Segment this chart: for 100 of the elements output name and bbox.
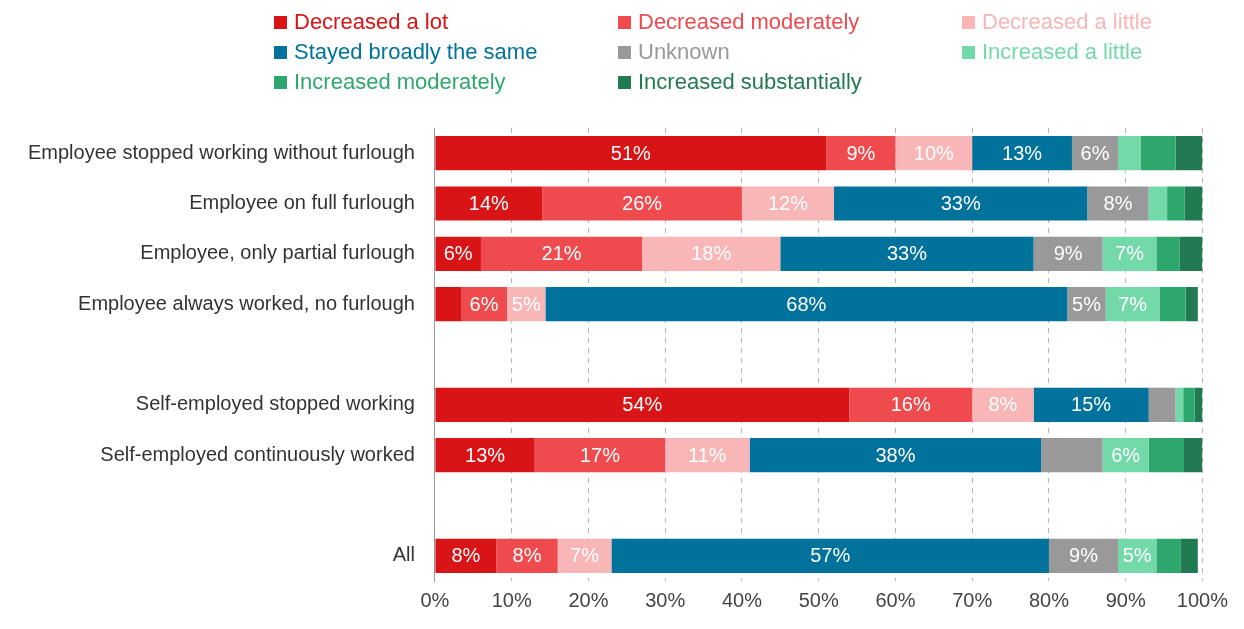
bar <box>1179 236 1203 271</box>
bar <box>834 186 1088 221</box>
data-label: 11% <box>688 443 727 466</box>
data-label: 26% <box>622 192 663 215</box>
x-tick-label: 0% <box>420 588 450 611</box>
legend-label: Decreased moderately <box>638 9 860 35</box>
bar <box>642 236 781 271</box>
x-tick-label: 50% <box>798 588 839 611</box>
bar <box>1087 186 1149 221</box>
data-label: 13% <box>1002 141 1043 164</box>
x-tick-label: 70% <box>952 588 993 611</box>
data-label: 16% <box>890 393 931 416</box>
data-label: 54% <box>622 393 663 416</box>
data-label: 7% <box>1115 242 1145 265</box>
bar <box>1180 538 1198 573</box>
bar <box>1185 287 1198 322</box>
data-label: 10% <box>913 141 955 164</box>
x-tick-label: 30% <box>645 588 686 611</box>
data-label: 17% <box>579 443 621 466</box>
bar <box>534 438 666 473</box>
bar <box>1184 438 1203 473</box>
y-tick-label: Employee on full furlough <box>189 191 415 214</box>
data-label: 12% <box>767 192 809 215</box>
bar <box>665 438 750 473</box>
bar <box>1167 186 1185 221</box>
bar <box>1148 186 1168 221</box>
data-label: 7% <box>1118 292 1148 315</box>
data-label: 38% <box>875 443 916 466</box>
bar <box>611 538 1049 573</box>
legend-label: Decreased a little <box>982 9 1152 35</box>
bar <box>749 438 1042 473</box>
bar <box>545 287 1068 322</box>
y-tick-label: Self-employed stopped working <box>135 392 415 415</box>
bar <box>1118 136 1142 171</box>
data-label: 51% <box>610 141 652 164</box>
bar <box>780 236 1034 271</box>
data-label: 33% <box>940 192 981 215</box>
data-label: 5% <box>511 292 541 315</box>
data-label: 18% <box>691 242 732 265</box>
data-label: 15% <box>1071 393 1112 416</box>
bar <box>1141 136 1176 171</box>
y-tick-label: Self-employed continuously worked <box>100 442 415 465</box>
bar <box>1148 387 1176 422</box>
legend-label: Stayed broadly the same <box>294 39 538 65</box>
data-label: 21% <box>541 242 582 265</box>
bar <box>435 438 535 473</box>
data-label: 5% <box>1122 544 1152 567</box>
bar <box>1159 287 1186 322</box>
data-label: 6% <box>443 242 473 265</box>
legend-label: Increased a little <box>982 39 1143 65</box>
x-tick-label: 10% <box>491 588 532 611</box>
legend-label: Unknown <box>638 39 730 65</box>
bar <box>480 236 643 271</box>
data-label: 7% <box>570 544 600 567</box>
bar <box>1175 136 1203 171</box>
bar <box>435 287 461 322</box>
data-label: 8% <box>451 544 481 567</box>
y-tick-label: Employee always worked, no furlough <box>78 291 415 314</box>
x-tick-label: 90% <box>1105 588 1146 611</box>
bar <box>1156 538 1181 573</box>
y-tick-label: Employee stopped working without furlough <box>27 140 415 163</box>
x-tick-label: 100% <box>1176 588 1229 611</box>
x-tick-label: 20% <box>568 588 609 611</box>
bar <box>849 387 973 422</box>
data-label: 13% <box>465 443 506 466</box>
bar <box>1048 538 1118 573</box>
bar <box>435 186 543 221</box>
y-tick-label: Employee, only partial furlough <box>140 241 415 264</box>
data-label: 8% <box>1103 192 1133 215</box>
data-label: 6% <box>1111 443 1141 466</box>
x-tick-label: 60% <box>875 588 916 611</box>
data-label: 57% <box>810 544 851 567</box>
data-label: 9% <box>846 141 876 164</box>
bar <box>1156 236 1180 271</box>
bar <box>972 136 1072 171</box>
bar <box>1184 186 1203 221</box>
y-tick-label: All <box>392 543 415 566</box>
bar <box>542 186 742 221</box>
bar <box>1183 387 1195 422</box>
bar <box>435 136 827 171</box>
bar <box>1148 438 1184 473</box>
data-label: 14% <box>468 192 510 215</box>
bar <box>1194 387 1203 422</box>
bar <box>435 387 850 422</box>
data-label: 9% <box>1069 544 1099 567</box>
data-label: 9% <box>1053 242 1083 265</box>
data-label: 6% <box>1080 141 1110 164</box>
data-label: 6% <box>469 292 499 315</box>
data-label: 8% <box>512 544 542 567</box>
bar <box>741 186 835 221</box>
bar <box>1175 387 1184 422</box>
data-label: 33% <box>886 242 928 265</box>
legend-label: Increased moderately <box>294 69 506 95</box>
legend-label: Decreased a lot <box>294 9 449 35</box>
data-label: 8% <box>988 393 1018 416</box>
data-label: 68% <box>786 292 827 315</box>
bar <box>1041 438 1103 473</box>
data-label: 5% <box>1072 292 1102 315</box>
x-tick-label: 40% <box>721 588 763 611</box>
bar <box>1033 387 1149 422</box>
